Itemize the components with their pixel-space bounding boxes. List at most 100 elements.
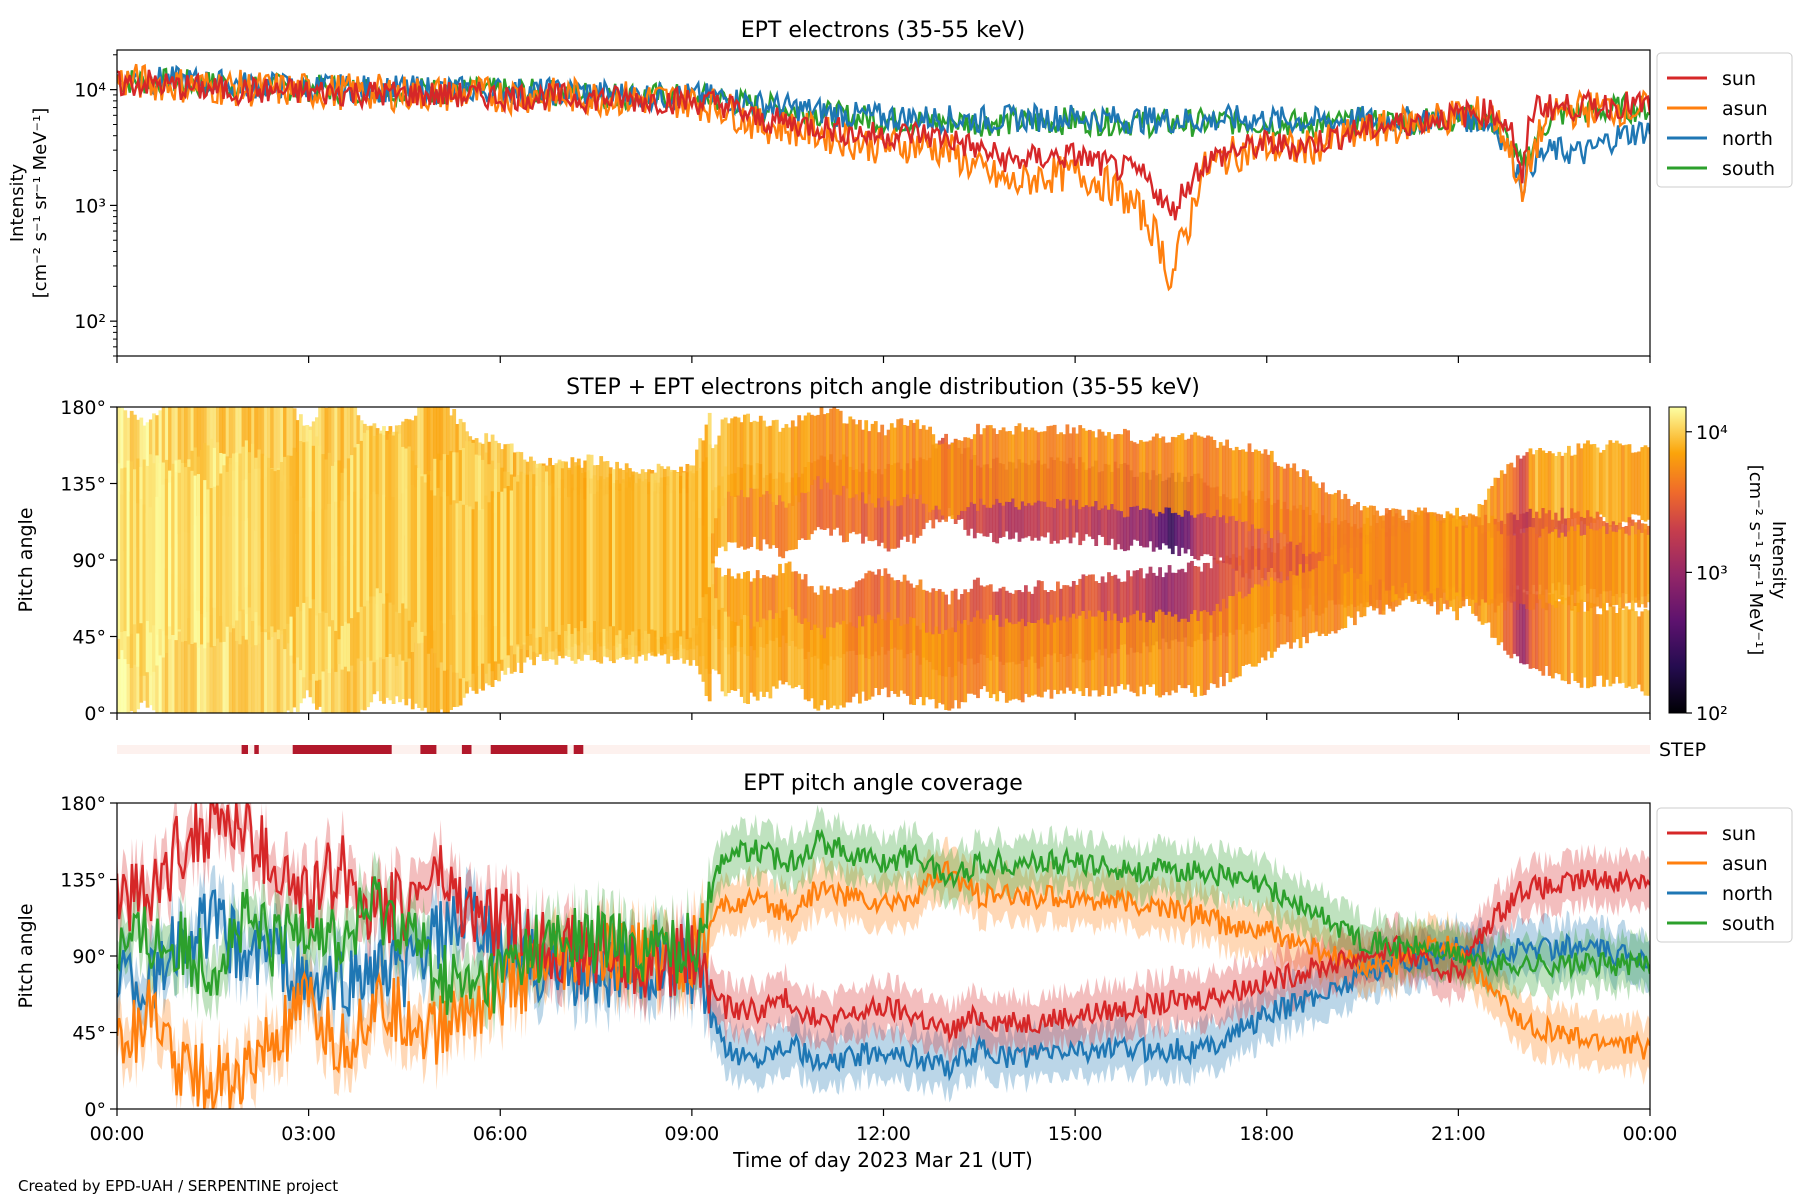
heatmap-cell bbox=[232, 453, 236, 629]
heatmap-cell bbox=[1356, 547, 1360, 612]
heatmap-cell bbox=[1186, 438, 1191, 512]
heatmap-cell bbox=[813, 624, 817, 709]
heatmap-cell bbox=[928, 426, 932, 513]
heatmap-cell bbox=[1190, 434, 1194, 516]
heatmap-cell bbox=[1241, 559, 1245, 625]
heatmap-cell bbox=[1317, 487, 1322, 553]
heatmap-cell bbox=[1020, 618, 1025, 703]
heatmap-cell bbox=[771, 574, 776, 642]
heatmap-cell bbox=[1247, 593, 1252, 664]
heatmap-cell bbox=[896, 580, 901, 650]
heatmap-cell bbox=[1570, 526, 1574, 611]
heatmap-cell bbox=[854, 581, 859, 655]
heatmap-cell bbox=[1576, 524, 1581, 613]
heatmap-cell bbox=[909, 420, 913, 499]
heatmap-cell bbox=[669, 469, 674, 633]
heatmap-cell bbox=[216, 485, 220, 639]
heatmap-cell bbox=[1340, 547, 1344, 629]
heatmap-cell bbox=[861, 429, 865, 493]
colorbar-tick-label: 10² bbox=[1696, 703, 1728, 725]
heatmap-cell bbox=[1167, 442, 1172, 508]
heatmap-cell bbox=[423, 482, 428, 636]
heatmap-cell bbox=[784, 424, 789, 508]
heatmap-cell bbox=[886, 612, 891, 698]
heatmap-cell bbox=[1218, 611, 1223, 677]
heatmap-cell bbox=[950, 443, 955, 519]
heatmap-cell bbox=[1151, 436, 1156, 514]
heatmap-cell bbox=[723, 575, 728, 648]
heatmap-cell bbox=[1509, 462, 1514, 546]
heatmap-cell bbox=[966, 437, 971, 508]
heatmap-cell bbox=[707, 536, 712, 702]
heatmap-cell bbox=[800, 624, 805, 689]
heatmap-cell bbox=[1158, 609, 1162, 698]
y-tick-label: 180° bbox=[60, 397, 106, 419]
heatmap-cell bbox=[1618, 529, 1622, 608]
heatmap-cell bbox=[1183, 618, 1188, 689]
heatmap-cell bbox=[1139, 620, 1143, 687]
heatmap-cell bbox=[1059, 432, 1063, 501]
heatmap-cell bbox=[343, 468, 348, 622]
heatmap-cell bbox=[979, 467, 984, 534]
heatmap-cell bbox=[190, 594, 195, 713]
heatmap-cell bbox=[960, 440, 964, 511]
heatmap-cell bbox=[1068, 617, 1073, 691]
heatmap-cell bbox=[1420, 510, 1424, 593]
heatmap-cell bbox=[1190, 614, 1194, 693]
heatmap-cell bbox=[1094, 437, 1099, 501]
heatmap-cell bbox=[1222, 561, 1226, 633]
heatmap-cell bbox=[1212, 558, 1217, 641]
heatmap-cell bbox=[822, 456, 827, 530]
step-interval bbox=[292, 745, 392, 754]
heatmap-cell bbox=[1522, 455, 1527, 529]
heatmap-cell bbox=[1024, 427, 1028, 506]
heatmap-cell bbox=[1598, 614, 1603, 676]
heatmap-cell bbox=[385, 439, 390, 594]
heatmap-cell bbox=[880, 474, 885, 543]
heatmap-cell bbox=[276, 469, 281, 630]
heatmap-cell bbox=[331, 465, 335, 621]
heatmap-cell bbox=[1004, 618, 1009, 703]
heatmap-cell bbox=[382, 426, 386, 604]
heatmap-cell bbox=[832, 462, 837, 530]
heatmap-cell bbox=[806, 622, 811, 702]
heatmap-cell bbox=[1116, 578, 1121, 649]
heatmap-cell bbox=[877, 432, 881, 499]
heatmap-cell bbox=[1148, 620, 1153, 687]
heatmap-cell bbox=[803, 618, 808, 700]
heatmap-cell bbox=[1158, 567, 1162, 650]
heatmap-cell bbox=[778, 472, 782, 557]
heatmap-cell bbox=[1416, 507, 1421, 596]
heatmap-cell bbox=[784, 482, 789, 552]
heatmap-cell bbox=[717, 567, 722, 639]
heatmap-cell bbox=[1186, 481, 1191, 550]
heatmap-cell bbox=[356, 444, 361, 613]
heatmap-cell bbox=[873, 421, 878, 508]
heatmap-cell bbox=[129, 461, 134, 634]
heatmap-cell bbox=[398, 433, 402, 614]
heatmap-cell bbox=[1519, 458, 1523, 529]
heatmap-cell bbox=[880, 424, 885, 508]
heatmap-cell bbox=[1161, 577, 1166, 639]
heatmap-cell bbox=[806, 462, 811, 540]
heatmap-cell bbox=[513, 476, 517, 655]
heatmap-cell bbox=[500, 491, 505, 660]
heatmap-cell bbox=[1563, 536, 1568, 601]
heatmap-cell bbox=[1222, 494, 1226, 563]
heatmap-cell bbox=[714, 487, 718, 557]
heatmap-cell bbox=[912, 458, 916, 544]
heatmap-cell bbox=[1170, 472, 1175, 555]
heatmap-cell bbox=[1260, 491, 1265, 578]
heatmap-cell bbox=[941, 443, 945, 516]
heatmap-cell bbox=[1257, 450, 1261, 529]
x-tick-label: 00:00 bbox=[90, 1123, 145, 1145]
heatmap-cell bbox=[1343, 493, 1348, 574]
heatmap-cell bbox=[474, 501, 479, 678]
heatmap-cell bbox=[1554, 456, 1558, 528]
heatmap-cell bbox=[1547, 533, 1552, 604]
heatmap-cell bbox=[583, 460, 588, 628]
coverage-band-south bbox=[117, 804, 1650, 1041]
x-axis-label: Time of day 2023 Mar 21 (UT) bbox=[732, 1148, 1033, 1172]
heatmap-cell bbox=[1132, 477, 1137, 540]
heatmap-cell bbox=[889, 620, 894, 691]
